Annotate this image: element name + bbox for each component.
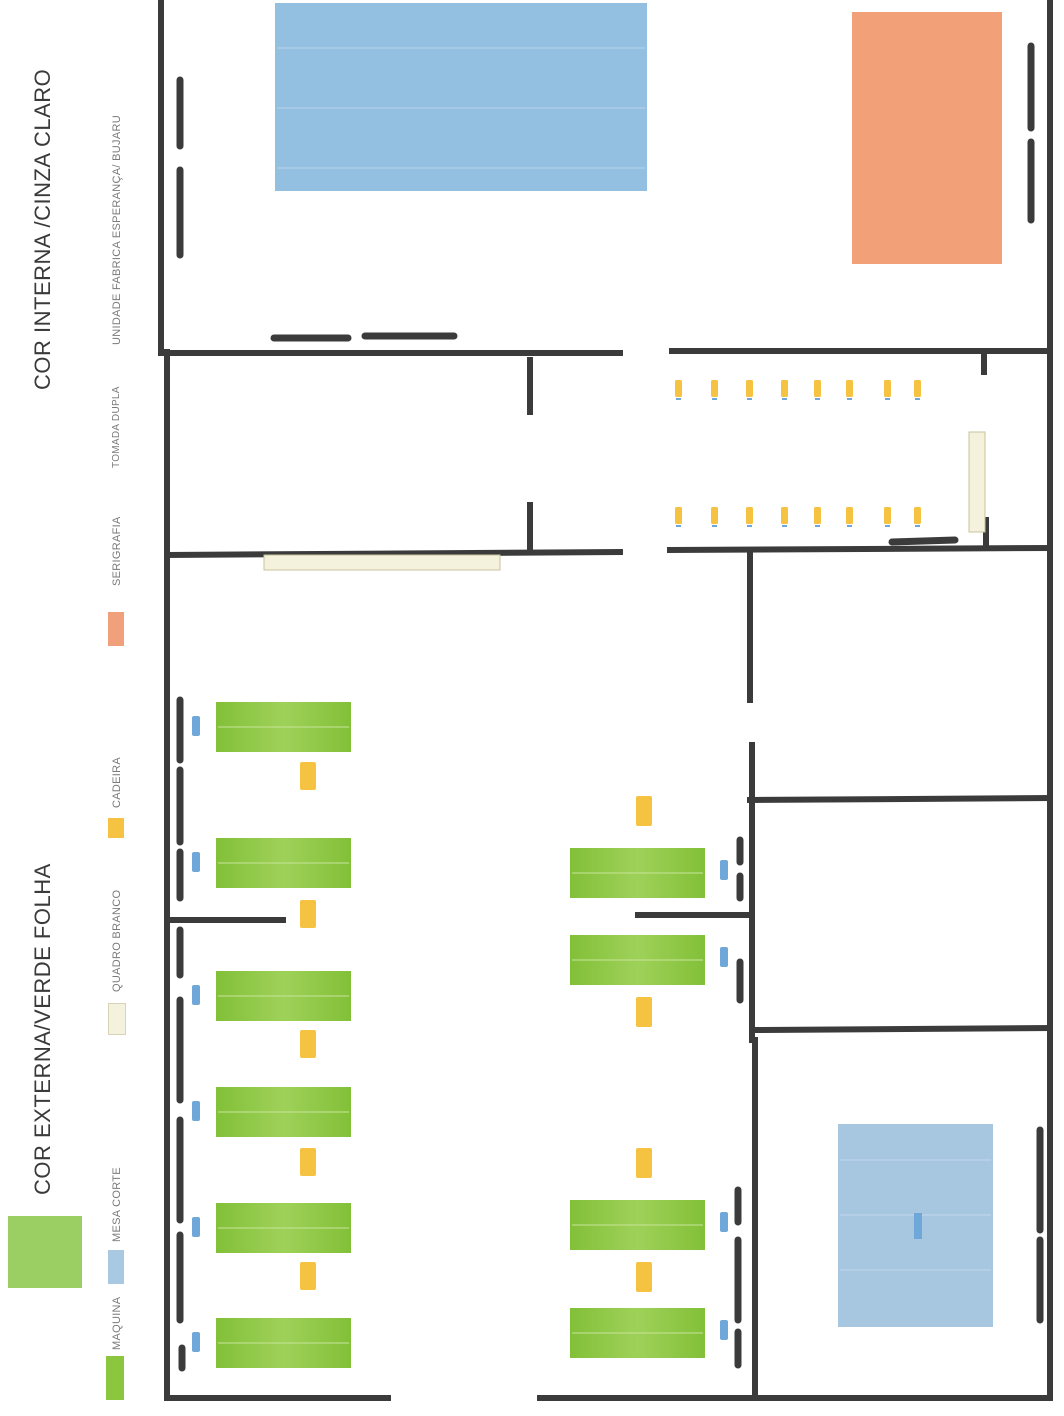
cadeira-right-1 xyxy=(636,796,652,826)
tomada-dupla-2-7 xyxy=(884,507,891,524)
tomada-dupla-1-7 xyxy=(884,380,891,397)
tomada-dupla-2-3 xyxy=(746,507,753,524)
walls xyxy=(158,0,1054,1401)
tomada-dupla-1-3 xyxy=(746,380,753,397)
mesa-corte-right-1 xyxy=(720,860,728,880)
tomada-dupla-2-8 xyxy=(914,507,921,524)
mesa-corte-left-1 xyxy=(192,716,200,736)
mesa-corte-right-2 xyxy=(720,947,728,967)
legend-cadeira-swatch xyxy=(108,818,124,838)
cadeira-left-4 xyxy=(300,1148,316,1176)
legend-serigrafia-swatch xyxy=(108,612,124,646)
tomadas-group xyxy=(675,380,921,527)
mesa-corte-left-2 xyxy=(192,852,200,872)
mesa-corte-left-5 xyxy=(192,1217,200,1237)
tomada-dupla-1-5 xyxy=(814,380,821,397)
cadeira-right-3 xyxy=(636,1148,652,1178)
cadeira-right-2 xyxy=(636,997,652,1027)
cadeira-left-5 xyxy=(300,1262,316,1290)
legend-maquina-swatch xyxy=(106,1356,124,1400)
legend-quadro-branco-swatch xyxy=(108,1003,126,1035)
tomada-bottom-room xyxy=(914,1213,922,1239)
quadro-branco-horizontal xyxy=(263,554,501,571)
tomada-dupla-2-2 xyxy=(711,507,718,524)
window-mid-band-bottom xyxy=(888,536,959,546)
mesa-corte-right-3 xyxy=(720,1212,728,1232)
wall-h2-left xyxy=(163,548,624,559)
quadro-branco-vertical xyxy=(968,431,986,533)
cadeira-left-1 xyxy=(300,762,316,790)
exterior-color-swatch xyxy=(8,1216,82,1288)
wall-rooms-h1 xyxy=(746,794,1054,804)
mesa-corte-left-4 xyxy=(192,1101,200,1121)
machines-group xyxy=(192,702,728,1368)
tomada-dupla-1-2 xyxy=(711,380,718,397)
cadeira-left-3 xyxy=(300,1030,316,1058)
tomada-dupla-2-4 xyxy=(781,507,788,524)
tomada-dupla-2-5 xyxy=(814,507,821,524)
mesa-corte-large-top xyxy=(275,3,647,191)
legend-mesa-corte-swatch xyxy=(108,1250,124,1284)
tomada-dupla-1-8 xyxy=(914,380,921,397)
cadeira-left-2 xyxy=(300,900,316,928)
tomada-dupla-1-6 xyxy=(846,380,853,397)
cadeira-right-4 xyxy=(636,1262,652,1292)
tomada-dupla-1-4 xyxy=(781,380,788,397)
mesa-corte-right-4 xyxy=(720,1320,728,1340)
wall-h2-right xyxy=(666,544,1054,554)
wall-rooms-h2 xyxy=(751,1024,1054,1034)
tomada-dupla-2-1 xyxy=(675,507,682,524)
mesa-corte-left-6 xyxy=(192,1332,200,1352)
mesa-corte-left-3 xyxy=(192,985,200,1005)
tomada-dupla-2-6 xyxy=(846,507,853,524)
tomada-dupla-1-1 xyxy=(675,380,682,397)
serigrafia-block xyxy=(852,12,1002,264)
windows xyxy=(176,42,1044,1372)
